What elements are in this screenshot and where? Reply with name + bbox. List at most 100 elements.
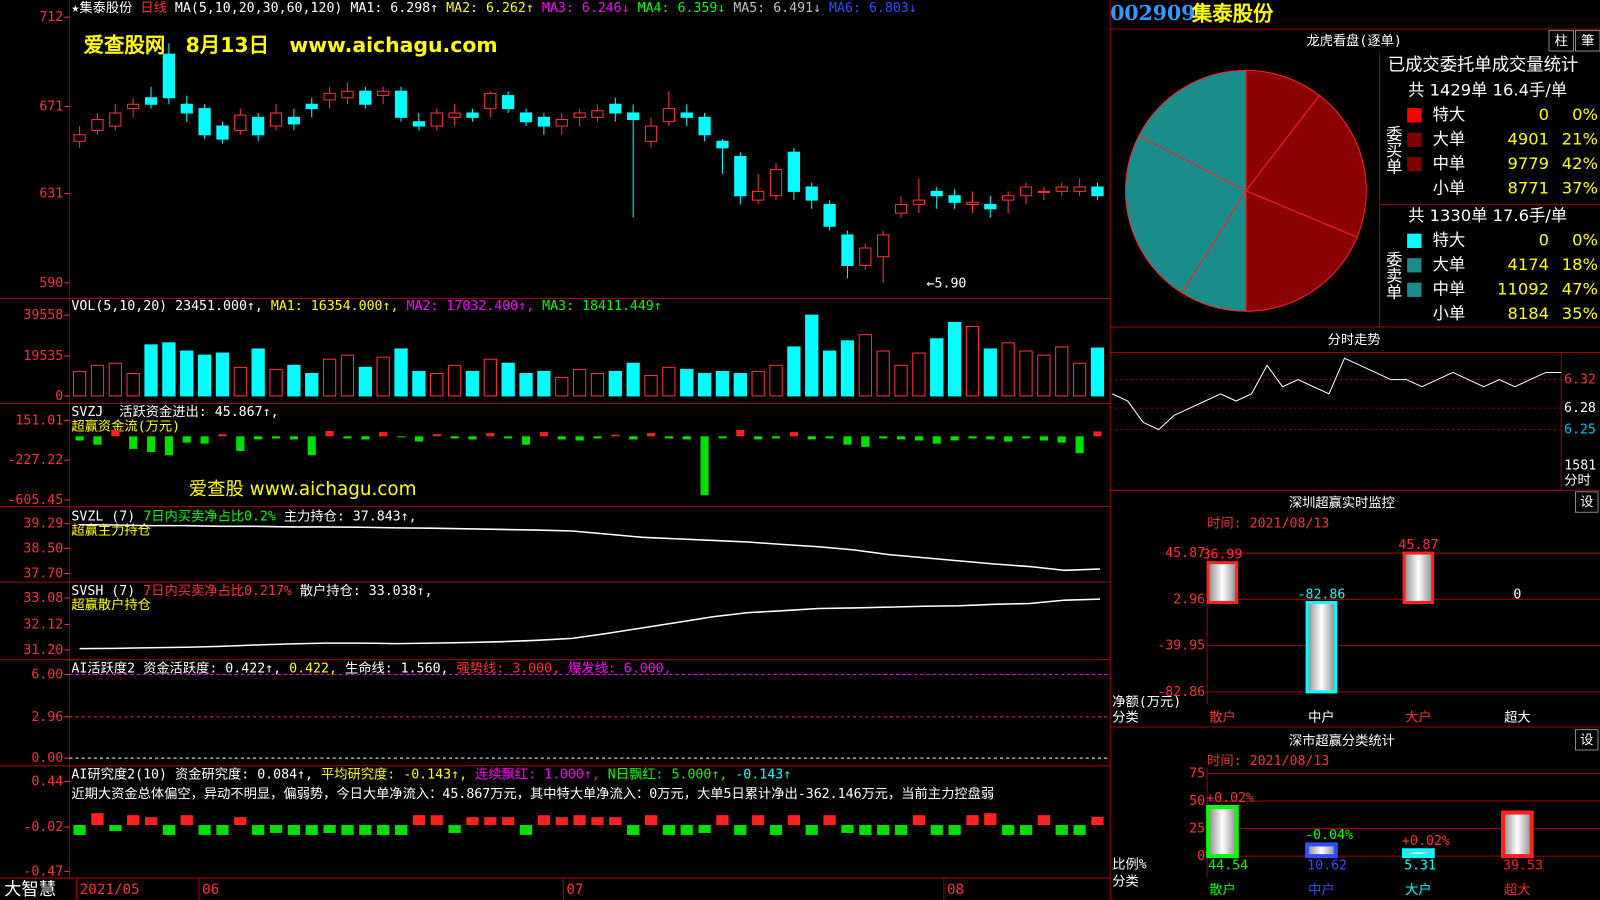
candle-body bbox=[1019, 186, 1033, 197]
y-tick-label: -39.95 bbox=[1157, 639, 1205, 654]
button-label[interactable]: 设 bbox=[1580, 494, 1593, 510]
row-label: 小单 bbox=[1433, 304, 1466, 323]
button[interactable] bbox=[1548, 30, 1574, 52]
y-tick-label: 0.44 bbox=[31, 775, 63, 790]
button[interactable] bbox=[1575, 729, 1599, 751]
candle-body bbox=[841, 234, 854, 266]
legend-swatch bbox=[1407, 233, 1422, 248]
indicator-bar bbox=[75, 436, 84, 441]
candle-body bbox=[234, 114, 247, 131]
y-tick-label: 590 bbox=[39, 276, 63, 291]
indicator-bar bbox=[180, 815, 193, 826]
volume-bar bbox=[930, 338, 944, 397]
volume-bar bbox=[626, 362, 640, 397]
button-label[interactable]: 设 bbox=[1580, 732, 1593, 748]
indicator-bar bbox=[984, 813, 997, 826]
summary: 共 1429单 16.4手/单 bbox=[1408, 80, 1567, 99]
header-part: 平均研究度: -0.143↑, bbox=[313, 766, 467, 782]
indicator-bar bbox=[769, 825, 783, 835]
candle-body bbox=[448, 112, 461, 118]
y-tick-label: 38.50 bbox=[23, 541, 63, 556]
header-part: MA4: 6.359↓ bbox=[630, 1, 726, 16]
indicator-bar bbox=[807, 436, 816, 440]
y-tick-label: 0.00 bbox=[31, 751, 63, 766]
volume-bar bbox=[822, 350, 837, 397]
volume-bar bbox=[483, 358, 497, 397]
indicator-bar bbox=[271, 436, 281, 439]
volume-bar bbox=[322, 358, 337, 397]
indicator-bar bbox=[573, 815, 586, 826]
category-label: 散户 bbox=[1209, 881, 1236, 898]
indicator-bar bbox=[323, 825, 336, 833]
header-part: MA6: 6.803↓ bbox=[821, 1, 917, 16]
button[interactable] bbox=[1575, 491, 1599, 513]
value-label: 0 bbox=[1513, 587, 1521, 602]
y-tick-label: 2.96 bbox=[1173, 592, 1205, 607]
category-label: 大户 bbox=[1405, 708, 1432, 725]
button-label[interactable]: 筆 bbox=[1581, 33, 1594, 49]
indicator-bar bbox=[111, 429, 120, 437]
pie-slice bbox=[1245, 94, 1367, 238]
panel-subtitle: 超赢散户持仓 bbox=[71, 596, 151, 613]
stock-code: 002909 bbox=[1110, 1, 1195, 25]
y-tick-label: 2.96 bbox=[31, 710, 63, 725]
volume-bar bbox=[412, 370, 426, 397]
candle-body bbox=[484, 92, 497, 110]
row-value: 9779 bbox=[1507, 154, 1549, 173]
candle-body bbox=[591, 110, 604, 118]
header-part: AI研究度2(10) 资金研究度: 0.084↑, bbox=[71, 766, 313, 782]
header-part: 强势线: 3.000, bbox=[449, 660, 561, 676]
candle-body bbox=[984, 203, 997, 210]
watermark: 爱查股网 8月13日 www.aichagu.com bbox=[84, 33, 498, 57]
y-tick-label: 151.01 bbox=[15, 413, 63, 428]
date-label: 06 bbox=[202, 882, 219, 898]
indicator-bar bbox=[930, 825, 943, 835]
row-label: 中单 bbox=[1433, 279, 1466, 298]
volume-bar bbox=[644, 375, 658, 397]
candle-body bbox=[609, 103, 622, 114]
indicator-bar bbox=[629, 436, 638, 440]
row-label: 小单 bbox=[1433, 178, 1466, 197]
row-value: 0 bbox=[1539, 105, 1549, 124]
y-tick-label: 6.25 bbox=[1564, 423, 1596, 438]
row-label: 特大 bbox=[1433, 230, 1466, 249]
value-label: 10.62 bbox=[1307, 858, 1347, 873]
indicator-bar bbox=[682, 436, 691, 440]
volume-bar bbox=[876, 350, 890, 397]
indicator-bar bbox=[127, 815, 140, 826]
volume-bar bbox=[1001, 342, 1015, 397]
indicator-bar bbox=[805, 825, 818, 835]
panel-header: SVSH (7) 7日内买卖净占比0.217% 散户持仓: 33.038↑, bbox=[71, 582, 432, 599]
candle-body bbox=[127, 103, 140, 110]
indicator-bar bbox=[200, 436, 209, 444]
indicator-bar bbox=[377, 825, 390, 835]
volume-bar bbox=[697, 372, 712, 397]
volume-bar bbox=[912, 352, 926, 397]
indicator-bar bbox=[414, 436, 423, 442]
y-tick-label: 0 bbox=[1197, 849, 1205, 864]
indicator-bar bbox=[198, 825, 211, 835]
panel-header: SVZL (7) 7日内买卖净占比0.2% 主力持仓: 37.843↑, bbox=[71, 508, 416, 524]
indicator-bar bbox=[289, 436, 298, 440]
y-tick-label: 75 bbox=[1189, 766, 1205, 781]
indicator-bar bbox=[894, 825, 908, 835]
indicator-bar bbox=[486, 433, 495, 437]
date-label: 07 bbox=[566, 882, 583, 898]
category-label: 中户 bbox=[1308, 881, 1335, 898]
indicator-bar bbox=[986, 436, 995, 440]
y-tick-label: 39558 bbox=[23, 308, 63, 323]
button-label[interactable]: 柱 bbox=[1555, 33, 1568, 49]
indicator-line bbox=[79, 523, 1101, 572]
button[interactable] bbox=[1575, 30, 1600, 52]
indicator-bar bbox=[591, 817, 604, 826]
date-label: 2021/05 bbox=[80, 882, 140, 898]
volume-bar bbox=[1055, 346, 1069, 397]
pie-slice bbox=[1245, 69, 1321, 193]
indicator-bar bbox=[861, 436, 870, 447]
candle-body bbox=[662, 108, 675, 123]
category-label: 超大 bbox=[1504, 709, 1531, 725]
y-tick-label: 32.12 bbox=[23, 618, 63, 633]
candle-body bbox=[787, 151, 800, 192]
indicator-bar bbox=[736, 429, 745, 437]
indicator-bar bbox=[325, 431, 334, 437]
